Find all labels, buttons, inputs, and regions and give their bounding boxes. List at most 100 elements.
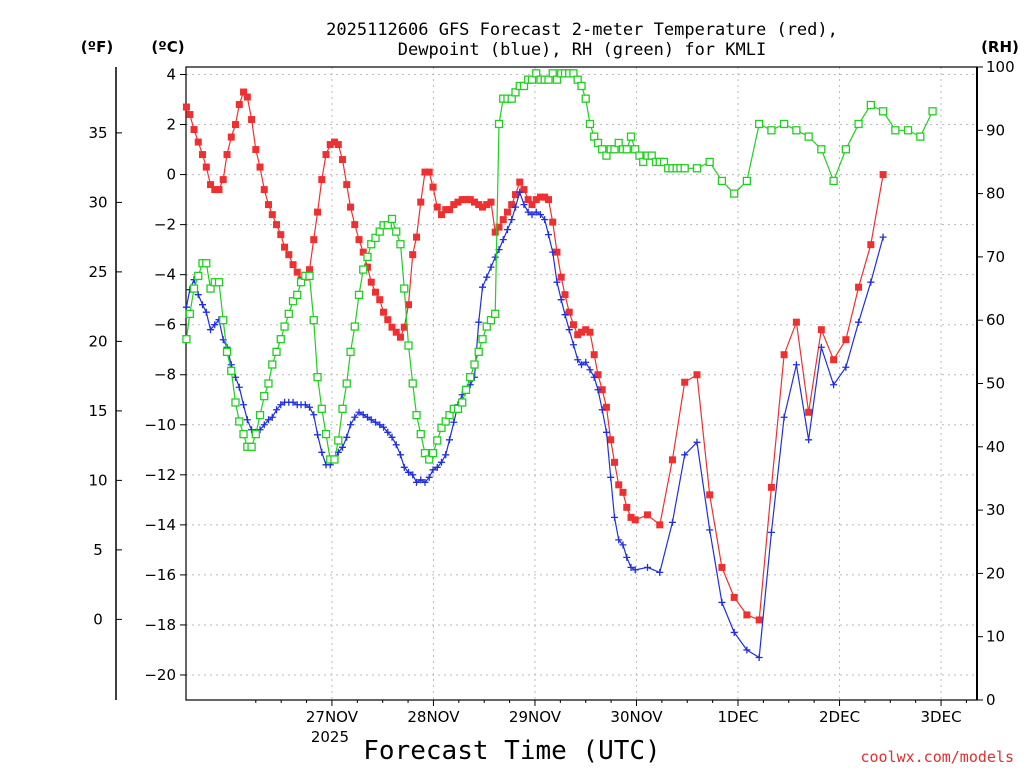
rh-point (202, 259, 211, 268)
celsius-tick-label: −12 (144, 466, 176, 484)
dewpoint-point (413, 478, 421, 486)
rh-point (305, 271, 314, 281)
dewpoint-point (743, 646, 751, 654)
temperature-point (532, 196, 540, 204)
rh-point (519, 81, 529, 91)
temperature-point (293, 268, 301, 276)
temperature-point (561, 291, 569, 299)
dewpoint-point (541, 216, 549, 224)
axes: 420−2−4−6−8−10−12−14−16−18−2035302520151… (88, 58, 1014, 746)
temperature-point (842, 336, 850, 344)
dewpoint-point (528, 211, 536, 219)
temperature-point (693, 371, 701, 379)
chart-title-line2: Dewpoint (blue), RH (green) for KMLI (398, 40, 766, 60)
dewpoint-point (372, 418, 380, 426)
temperature-point (202, 163, 210, 171)
rh-point (792, 126, 801, 135)
temperature-point (499, 216, 507, 224)
rh-tick-label: 40 (986, 438, 1005, 456)
dewpoint-point (243, 416, 251, 424)
dewpoint-point (730, 628, 738, 636)
temperature-point (339, 156, 347, 164)
rh-point (614, 138, 623, 148)
rh-point (293, 290, 302, 300)
temperature-point (235, 101, 243, 109)
rh-tick-label: 0 (986, 691, 996, 709)
rh-point (437, 423, 446, 432)
temperature-point (706, 491, 714, 499)
rh-point (626, 132, 636, 141)
dewpoint-point (339, 443, 347, 451)
dewpoint-point (693, 438, 701, 446)
temperature-point (380, 308, 388, 316)
temperature-point (656, 521, 664, 529)
temperature-point (503, 208, 511, 216)
temperature-point (730, 593, 738, 601)
temperature-point (429, 183, 437, 191)
temperature-point (223, 151, 231, 159)
rh-point (371, 233, 380, 243)
dewpoint-point (643, 563, 651, 571)
temperature-point (186, 111, 194, 119)
rh-point (317, 404, 326, 413)
dewpoint-point (536, 211, 544, 219)
fahrenheit-tick-label: 30 (88, 193, 107, 211)
rh-point (903, 126, 913, 135)
rh-point (705, 157, 714, 167)
temperature-point (512, 191, 520, 199)
dewpoint-point (479, 283, 487, 291)
x-tick-label: 30NOV (610, 708, 663, 726)
rh-point (928, 107, 937, 116)
rh-point (255, 410, 265, 420)
dewpoint-point (248, 426, 256, 434)
dewpoint-point (574, 356, 582, 364)
rh-point (527, 75, 537, 84)
rh-tick-label: 10 (986, 628, 1005, 646)
dewpoint-point (602, 428, 610, 436)
temperature-point (574, 331, 582, 339)
temperature-point (330, 138, 338, 146)
dewpoint-point (569, 341, 577, 349)
temperature-point (211, 186, 219, 194)
rh-point (342, 379, 351, 388)
rh-point (730, 189, 739, 198)
temperature-point (243, 93, 251, 101)
dewpoint-point (475, 318, 483, 326)
rh-point (552, 75, 562, 84)
rh-point (631, 145, 640, 154)
celsius-unit-label: (ºC) (151, 38, 184, 56)
temperature-point (767, 483, 775, 491)
temperature-point (388, 323, 396, 331)
temperature-point (421, 168, 429, 176)
dewpoint-point (351, 413, 359, 421)
x-tick-label: 3DEC (921, 708, 962, 726)
temperature-point (462, 196, 470, 204)
temperature-point (227, 133, 235, 141)
temperature-point (536, 193, 544, 201)
dewpoint-point (376, 421, 384, 429)
dewpoint-line (185, 190, 884, 659)
dewpoint-point (355, 408, 363, 416)
dewpoint-point (615, 536, 623, 544)
x-tick-label: 29NOV (509, 708, 562, 726)
temperature-point (359, 248, 367, 256)
dewpoint-point (681, 451, 689, 459)
rh-point (428, 448, 438, 458)
temperature-point (264, 201, 272, 209)
dewpoint-point (442, 451, 450, 459)
temperature-point (400, 323, 408, 331)
rh-point (680, 164, 689, 173)
celsius-tick-label: −14 (144, 516, 176, 534)
temperature-point (643, 511, 651, 519)
temperature-point (454, 198, 462, 206)
rh-point (338, 404, 347, 413)
dewpoint-point (256, 426, 264, 434)
temperature-point (718, 563, 726, 571)
temperature-point (442, 206, 450, 214)
rh-point (610, 145, 619, 154)
temperature-point (334, 141, 342, 149)
rh-point (189, 284, 199, 293)
fahrenheit-unit-label: (ºF) (81, 38, 113, 56)
temperature-point (182, 103, 190, 111)
rh-point (581, 94, 590, 103)
